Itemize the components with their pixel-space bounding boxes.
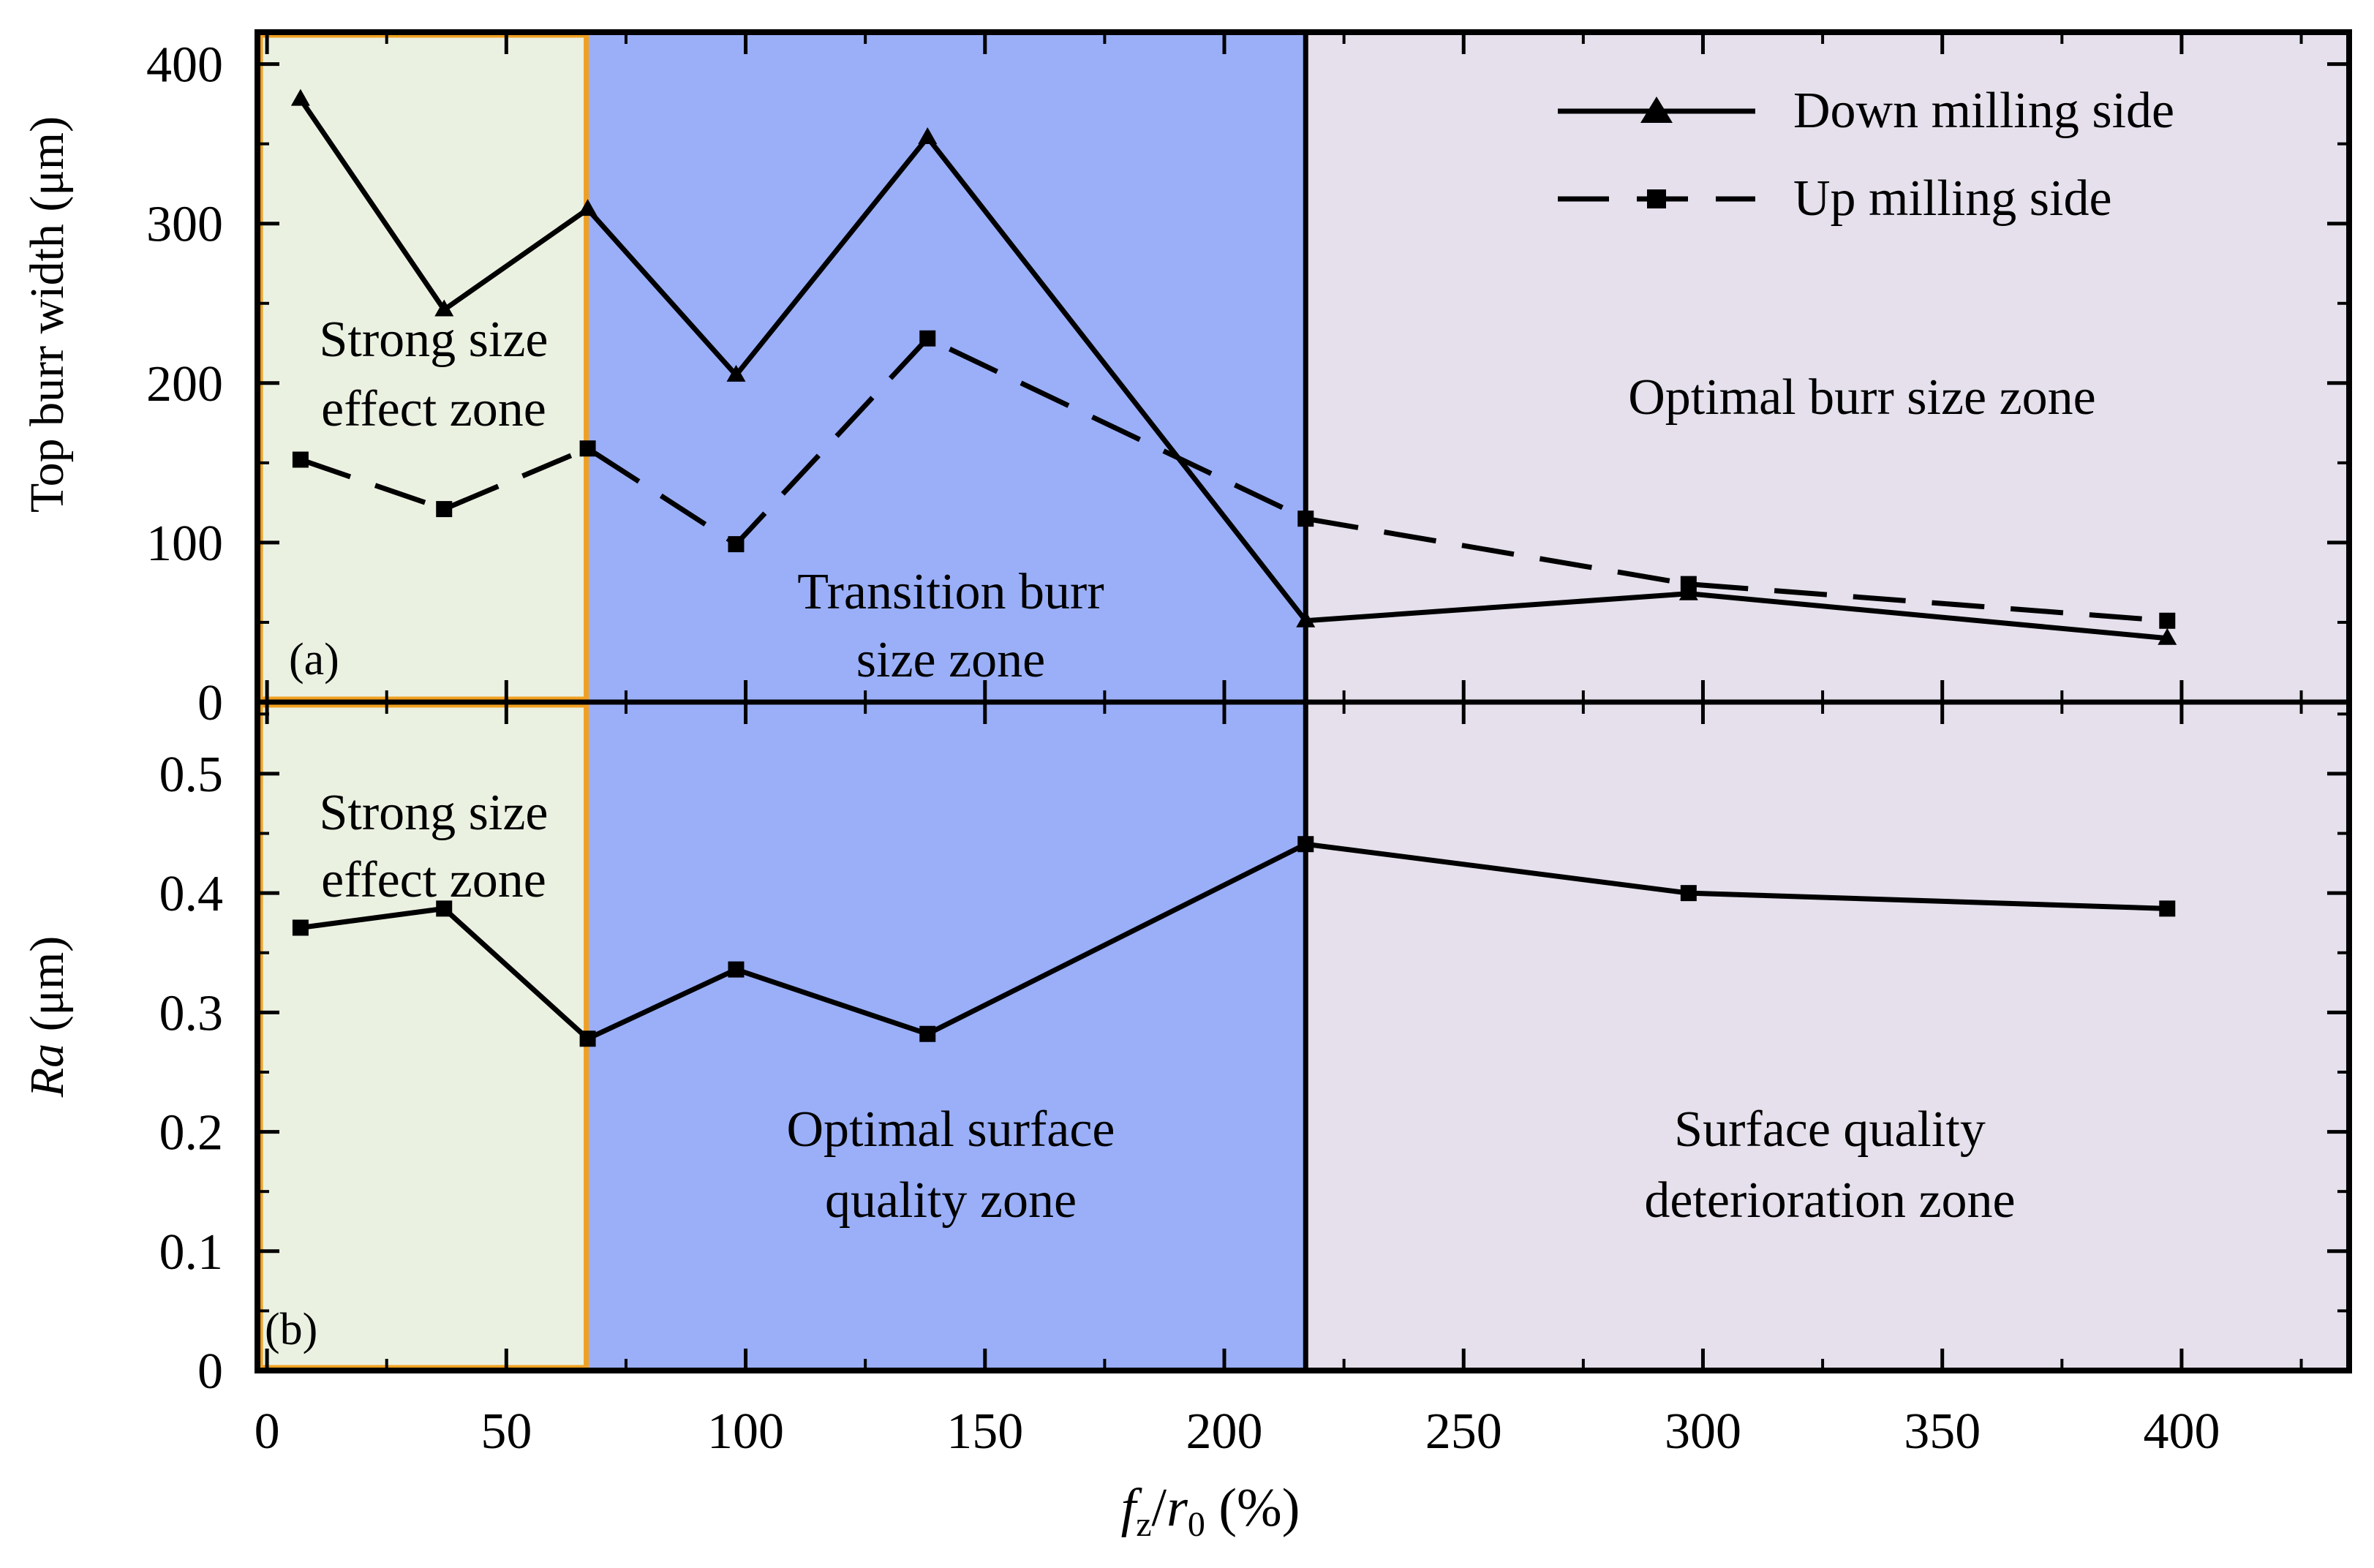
legend-down-marker [1640, 97, 1673, 123]
zone-b-strong-line2: effect zone [321, 852, 546, 908]
zone-b-deterioration-line1: Surface quality [1674, 1101, 1986, 1158]
zone-b-strong-line1: Strong size [319, 785, 548, 841]
legend-down-label: Down milling side [1793, 83, 2174, 139]
data-point-a-1-0 [292, 451, 309, 468]
x-label-r: r [1167, 1478, 1188, 1538]
data-point-a-0-3 [726, 364, 746, 382]
data-point-a-0-7 [2158, 627, 2177, 645]
data-point-a-0-4 [918, 127, 938, 144]
data-point-b-0-7 [2159, 900, 2176, 917]
x-tick-label-7: 350 [1904, 1403, 1981, 1460]
x-tick-label-0: 0 [255, 1403, 280, 1460]
zone-bg-b-0 [257, 702, 588, 1371]
series-line-b-0 [300, 841, 2168, 1042]
x-tick-label-6: 300 [1665, 1403, 1741, 1460]
x-label-unit: (%) [1205, 1478, 1300, 1538]
zone-bg-b-1 [587, 702, 1306, 1371]
y-tick-label-a-3: 300 [146, 197, 223, 253]
data-point-a-1-1 [436, 501, 453, 518]
zone-b-deterioration-line2: deterioration zone [1644, 1172, 2015, 1229]
zone-a-optimal-line1: Optimal burr size zone [1628, 369, 2096, 426]
zone-backgrounds [257, 32, 2349, 1371]
x-tick-label-3: 150 [946, 1403, 1023, 1460]
x-tick-label-8: 400 [2143, 1403, 2220, 1460]
legend-up-marker [1647, 189, 1666, 208]
zone-bg-a-0 [257, 32, 588, 702]
zone-labels-b: Strong size effect zone Optimal surface … [319, 785, 2015, 1229]
y-tick-label-a-4: 400 [146, 37, 223, 94]
x-label-rsub: 0 [1188, 1505, 1205, 1544]
zone-a-transition-line1: Transition burr [797, 564, 1104, 620]
data-point-a-1-4 [919, 330, 936, 347]
y-tick-label-a-2: 200 [146, 356, 223, 412]
zone-bg-a-1 [587, 32, 1306, 702]
zone-b-optimal-line1: Optimal surface [787, 1101, 1115, 1158]
x-tick-label-5: 250 [1425, 1403, 1502, 1460]
axes [255, 29, 2352, 1373]
y-tick-label-b-0: 0 [197, 1343, 223, 1400]
data-point-a-0-2 [578, 199, 598, 216]
y-axis-label-b-unit: (μm) [20, 936, 74, 1044]
y-tick-label-a-1: 100 [146, 516, 223, 572]
data-point-b-0-4 [919, 1025, 936, 1042]
data-point-a-1-3 [728, 536, 745, 553]
y-tick-label-b-5: 0.5 [159, 747, 224, 803]
zone-a-transition-line2: size zone [856, 632, 1045, 688]
data-point-b-0-6 [1680, 885, 1697, 902]
plot-frame [255, 29, 2352, 1373]
zone-bg-b-2 [1305, 702, 2349, 1371]
zone-labels-a: Strong size effect zone Transition burr … [319, 312, 2095, 688]
data-point-a-1-6 [1680, 576, 1697, 592]
y-tick-label-b-3: 0.3 [159, 985, 224, 1041]
x-label-fsub: z [1136, 1505, 1151, 1544]
zone-bg-a-2 [1305, 32, 2349, 702]
series-line-a-0 [298, 97, 2168, 641]
panel-b-label: (b) [265, 1305, 317, 1354]
data-point-b-0-3 [728, 961, 745, 978]
data-point-b-0-0 [292, 919, 309, 936]
data-point-a-1-2 [579, 440, 596, 457]
y-tick-label-b-1: 0.1 [159, 1224, 224, 1281]
data-point-a-0-1 [434, 299, 454, 317]
legend: Down milling side Up milling side [1558, 83, 2174, 227]
data-series [290, 88, 2177, 1047]
x-tick-labels: 0 50 100 150 200 250 300 350 400 [255, 1403, 2220, 1460]
x-axis-label: fz/r0 (%) [1121, 1478, 1300, 1544]
y-tick-labels: 100 200 300 400 0 0 0.1 0.2 0.3 0.4 0.5 [146, 37, 223, 1400]
x-tick-label-2: 100 [707, 1403, 784, 1460]
x-tick-label-4: 200 [1186, 1403, 1263, 1460]
zone-a-strong-line2: effect zone [321, 381, 546, 437]
y-tick-label-b-4: 0.4 [159, 866, 224, 922]
y-axis-label-b-italic: Ra [20, 1044, 74, 1098]
y-axis-label-b: Ra (μm) [20, 936, 74, 1098]
data-point-a-0-0 [290, 88, 310, 106]
data-point-b-0-2 [579, 1030, 596, 1047]
y-tick-label-b-2: 0.2 [159, 1105, 224, 1161]
y-tick-label-a-0: 0 [197, 675, 223, 731]
data-point-a-1-7 [2159, 612, 2176, 629]
zone-b-optimal-line2: quality zone [825, 1172, 1077, 1229]
legend-up-label: Up milling side [1793, 170, 2112, 227]
x-tick-label-1: 50 [481, 1403, 532, 1460]
data-point-b-0-1 [436, 900, 453, 917]
panel-a-label: (a) [289, 635, 339, 685]
x-label-slash: / [1152, 1478, 1167, 1538]
y-axis-label-a: Top burr width (μm) [20, 116, 74, 513]
series-line-a-1 [299, 335, 2168, 624]
zone-a-strong-line1: Strong size [319, 312, 548, 368]
